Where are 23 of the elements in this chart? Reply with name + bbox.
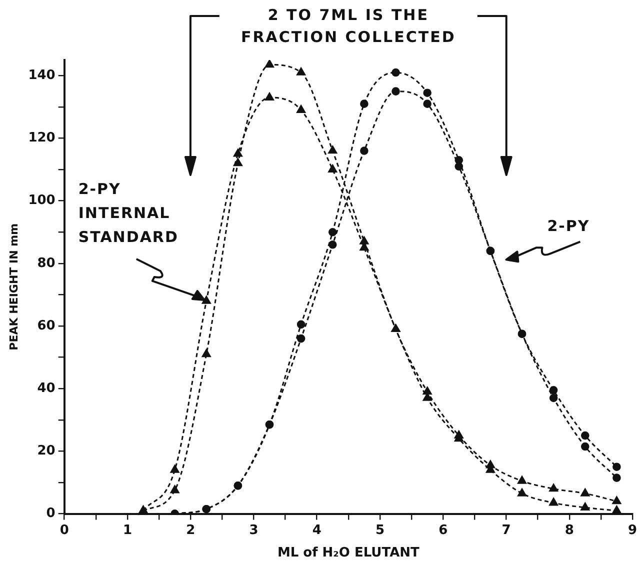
x-tick-label: 5: [375, 522, 384, 538]
x-tick-label: 4: [312, 522, 322, 538]
x-tick-label: 0: [60, 522, 69, 538]
y-tick-label: 0: [46, 506, 56, 522]
y-tick-label: 120: [28, 130, 56, 146]
y-tick-label: 100: [28, 193, 56, 208]
x-tick-label: 8: [564, 522, 574, 538]
text: 2 TO 7ML IS THE FRACTION COLLECTED: [240, 5, 457, 48]
y-tick-label: 80: [37, 256, 56, 271]
x-tick-label: 7: [502, 522, 511, 538]
x-tick-label: 2: [186, 522, 196, 538]
annotation: 2-PY INTERNAL STANDARD: [78, 178, 180, 248]
x-tick-label: 6: [438, 522, 448, 538]
y-axis-title: PEAK HEIGHT IN mm: [7, 223, 20, 350]
x-tick-label: 9: [628, 522, 637, 538]
annotation: 2-PY: [547, 216, 590, 237]
y-tick-label: 60: [37, 318, 56, 334]
y-tick-label: 140: [28, 68, 56, 84]
y-tick-label: 20: [37, 444, 56, 459]
y-tick-label: 40: [37, 380, 56, 396]
x-tick-label: 3: [249, 522, 258, 538]
x-tick-label: 1: [122, 522, 132, 538]
x-axis-title: ML of H₂O ELUTANT: [277, 546, 420, 561]
